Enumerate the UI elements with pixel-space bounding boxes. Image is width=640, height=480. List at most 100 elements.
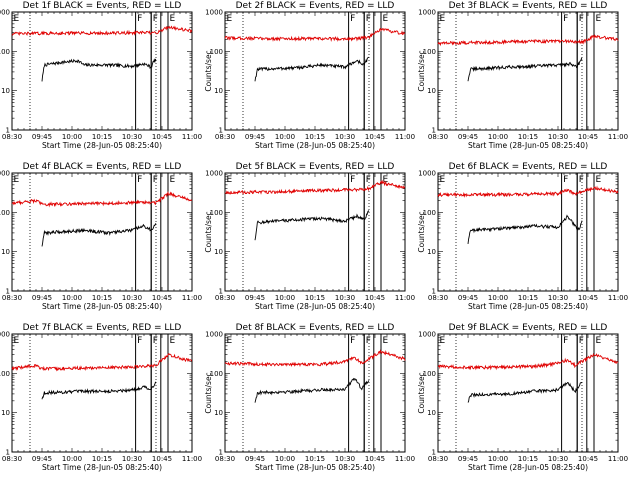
x-tick-label: 10:30	[548, 133, 568, 141]
y-tick-label: 10	[427, 87, 436, 95]
y-tick-label: 1	[6, 127, 10, 135]
flag-label: F	[563, 175, 568, 185]
events-series-line	[467, 381, 583, 403]
x-tick-label: 10:30	[548, 455, 568, 463]
flag-label-left: E	[14, 175, 20, 185]
x-tick-label: 08:30	[428, 133, 448, 141]
flag-label: F	[366, 14, 371, 24]
flag-label: E	[596, 336, 602, 346]
flag-label-left: E	[440, 175, 446, 185]
flag-label: E	[170, 336, 176, 346]
x-tick-label: 09:45	[32, 133, 52, 141]
flag-label-left: E	[440, 14, 446, 24]
flag-label-left: E	[14, 336, 20, 346]
y-tick-label: 1	[6, 449, 10, 457]
lld-series-line	[224, 179, 406, 195]
y-tick-label: 1000	[418, 9, 436, 17]
detector-panel-7: Det 7f BLACK = Events, RED = LLD F F E E 1 10 1…	[0, 323, 202, 472]
events-series-line	[467, 57, 583, 82]
lld-series-line	[224, 27, 406, 43]
flag-label: F	[153, 175, 158, 185]
detector-panel-4: Det 4f BLACK = Events, RED = LLD F F E E 1 10 1…	[0, 162, 202, 311]
y-axis-label: Counts/sec	[204, 211, 213, 252]
x-tick-label: 10:45	[365, 133, 385, 141]
x-tick-label: 10:30	[335, 294, 355, 302]
y-tick-label: 10	[1, 87, 10, 95]
x-tick-label: 11:00	[395, 455, 415, 463]
y-tick-label: 1000	[0, 170, 10, 178]
x-tick-label: 10:00	[488, 133, 508, 141]
x-tick-label: 10:15	[305, 455, 325, 463]
x-tick-label: 10:00	[275, 455, 295, 463]
lld-series-line	[437, 33, 619, 47]
y-tick-label: 1000	[418, 170, 436, 178]
y-tick-label: 1000	[205, 170, 223, 178]
flag-label-left: E	[440, 336, 446, 346]
flag-label: F	[579, 336, 584, 346]
flag-label-left: E	[227, 336, 233, 346]
x-tick-label: 10:45	[365, 294, 385, 302]
x-tick-label: 10:00	[275, 294, 295, 302]
y-tick-label: 1	[219, 288, 223, 296]
plot-frame	[437, 333, 619, 453]
plot-frame	[224, 333, 406, 453]
panel-title: Det 2f BLACK = Events, RED = LLD	[236, 1, 395, 11]
y-tick-label: 1000	[205, 9, 223, 17]
flag-label: F	[137, 336, 142, 346]
panel-title: Det 4f BLACK = Events, RED = LLD	[23, 162, 182, 172]
x-tick-label: 10:30	[335, 455, 355, 463]
y-tick-label: 10	[1, 409, 10, 417]
y-tick-label: 1000	[0, 9, 10, 17]
x-tick-label: 10:30	[122, 455, 142, 463]
x-tick-label: 10:45	[578, 455, 598, 463]
y-tick-label: 100	[423, 48, 436, 56]
flag-label: F	[563, 336, 568, 346]
y-tick-label: 1	[6, 288, 10, 296]
y-tick-label: 1000	[418, 331, 436, 339]
flag-label-left: E	[227, 14, 233, 24]
panel-title: Det 5f BLACK = Events, RED = LLD	[236, 162, 395, 172]
y-axis-label: Counts/sec	[204, 50, 213, 91]
flag-label: F	[153, 336, 158, 346]
x-tick-label: 10:30	[335, 133, 355, 141]
flag-label: F	[563, 14, 568, 24]
detector-panel-3: Det 3f BLACK = Events, RED = LLD F F E E 1 10 1…	[417, 1, 628, 150]
y-tick-label: 100	[210, 209, 223, 217]
x-tick-label: 08:30	[215, 455, 235, 463]
events-series-line	[41, 58, 157, 82]
x-axis-label: Start Time (28-Jun-05 08:25:40)	[42, 302, 162, 311]
plot-frame	[11, 333, 193, 453]
lld-series-line	[437, 185, 619, 198]
x-axis-label: Start Time (28-Jun-05 08:25:40)	[468, 463, 588, 472]
plot-frame	[11, 11, 193, 131]
detector-panel-5: Det 5f BLACK = Events, RED = LLD F F E E 1 10 1…	[204, 162, 415, 311]
x-tick-label: 11:00	[182, 294, 202, 302]
x-tick-label: 08:30	[428, 455, 448, 463]
y-tick-label: 1	[432, 288, 436, 296]
flag-label: E	[596, 14, 602, 24]
events-series-line	[254, 377, 370, 403]
y-tick-label: 10	[214, 248, 223, 256]
x-tick-label: 10:00	[62, 294, 82, 302]
lld-series-line	[11, 191, 193, 208]
x-tick-label: 10:15	[518, 455, 538, 463]
x-tick-label: 10:45	[152, 133, 172, 141]
panel-title: Det 7f BLACK = Events, RED = LLD	[23, 323, 182, 333]
plot-frame	[224, 11, 406, 131]
x-axis-label: Start Time (28-Jun-05 08:25:40)	[42, 141, 162, 150]
y-tick-label: 1	[219, 127, 223, 135]
x-tick-label: 09:45	[245, 294, 265, 302]
panel-title: Det 1f BLACK = Events, RED = LLD	[23, 1, 182, 11]
flag-label: F	[350, 175, 355, 185]
flag-label-left: E	[14, 14, 20, 24]
y-tick-label: 100	[423, 209, 436, 217]
x-tick-label: 10:45	[152, 455, 172, 463]
flag-label: F	[153, 14, 158, 24]
x-tick-label: 10:15	[92, 294, 112, 302]
flag-label: F	[366, 175, 371, 185]
y-tick-label: 10	[427, 409, 436, 417]
x-tick-label: 10:30	[122, 133, 142, 141]
x-tick-label: 09:45	[245, 455, 265, 463]
flag-label: F	[350, 336, 355, 346]
